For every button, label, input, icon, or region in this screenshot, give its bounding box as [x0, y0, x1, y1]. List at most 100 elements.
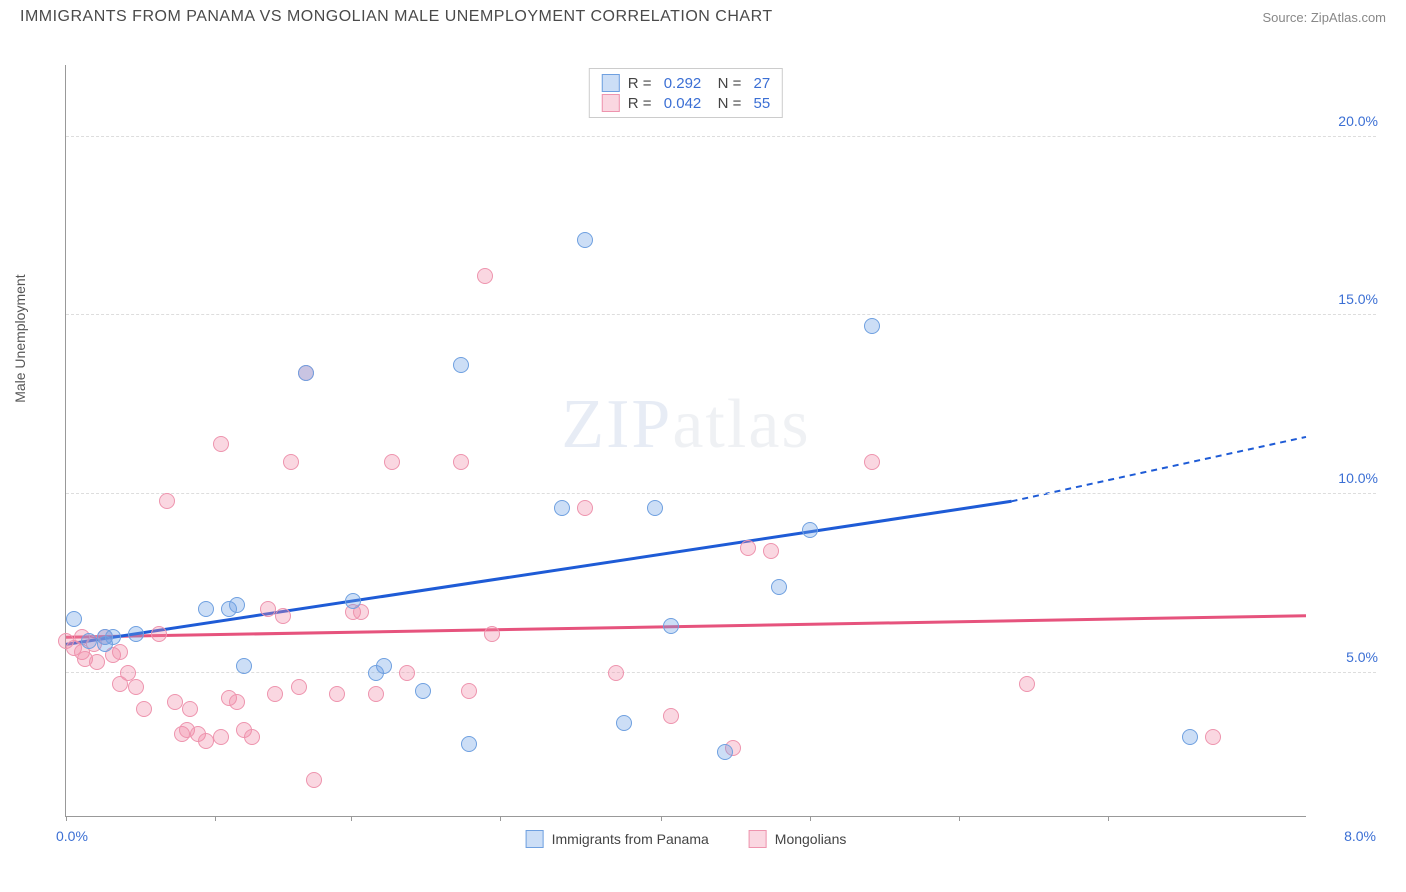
gridline [66, 493, 1376, 494]
plot-area: ZIPatlas R = 0.292 N = 27 R = 0.042 N = … [65, 65, 1306, 817]
legend-row-panama: R = 0.292 N = 27 [602, 73, 770, 93]
scatter-point [128, 626, 144, 642]
ytick-label: 10.0% [1310, 470, 1378, 486]
scatter-point [453, 454, 469, 470]
scatter-point [198, 733, 214, 749]
scatter-point [376, 658, 392, 674]
scatter-point [763, 543, 779, 559]
scatter-point [717, 744, 733, 760]
gridline [66, 672, 1376, 673]
gridline [66, 136, 1376, 137]
xtick-label-max: 8.0% [1344, 828, 1376, 844]
n-value-mongolians: 55 [754, 95, 771, 112]
scatter-point [167, 694, 183, 710]
y-axis-label: Male Unemployment [12, 274, 28, 402]
series-name-mongolians: Mongolians [775, 831, 847, 847]
chart-title: IMMIGRANTS FROM PANAMA VS MONGOLIAN MALE… [20, 8, 773, 26]
scatter-point [864, 318, 880, 334]
scatter-point [213, 729, 229, 745]
scatter-point [663, 708, 679, 724]
scatter-point [771, 579, 787, 595]
xtick-mark [959, 816, 960, 821]
scatter-point [198, 601, 214, 617]
scatter-point [236, 658, 252, 674]
scatter-point [229, 597, 245, 613]
scatter-point [81, 633, 97, 649]
scatter-point [89, 654, 105, 670]
xtick-mark [215, 816, 216, 821]
r-value-panama: 0.292 [664, 75, 702, 92]
ytick-label: 15.0% [1310, 291, 1378, 307]
legend-item-panama: Immigrants from Panama [526, 830, 709, 848]
scatter-point [136, 701, 152, 717]
n-label: N = [709, 95, 745, 112]
watermark: ZIPatlas [561, 385, 810, 465]
scatter-point [384, 454, 400, 470]
scatter-point [461, 736, 477, 752]
scatter-point [213, 436, 229, 452]
scatter-point [182, 701, 198, 717]
gridline [66, 314, 1376, 315]
legend-item-mongolians: Mongolians [749, 830, 847, 848]
r-label: R = [628, 75, 656, 92]
legend-series: Immigrants from Panama Mongolians [526, 830, 847, 848]
scatter-point [159, 493, 175, 509]
scatter-point [484, 626, 500, 642]
scatter-point [399, 665, 415, 681]
scatter-point [616, 715, 632, 731]
scatter-point [368, 686, 384, 702]
legend-stats: R = 0.292 N = 27 R = 0.042 N = 55 [589, 68, 783, 118]
scatter-point [112, 644, 128, 660]
scatter-point [415, 683, 431, 699]
xtick-mark [66, 816, 67, 821]
legend-row-mongolians: R = 0.042 N = 55 [602, 93, 770, 113]
xtick-mark [1108, 816, 1109, 821]
scatter-point [128, 679, 144, 695]
trend-lines [66, 65, 1306, 816]
scatter-point [577, 500, 593, 516]
scatter-point [66, 611, 82, 627]
scatter-point [1182, 729, 1198, 745]
scatter-point [663, 618, 679, 634]
scatter-point [802, 522, 818, 538]
scatter-point [647, 500, 663, 516]
xtick-mark [661, 816, 662, 821]
scatter-point [291, 679, 307, 695]
xtick-mark [810, 816, 811, 821]
scatter-point [283, 454, 299, 470]
scatter-point [608, 665, 624, 681]
chart-container: Male Unemployment ZIPatlas R = 0.292 N =… [50, 45, 1386, 872]
r-label: R = [628, 95, 656, 112]
scatter-point [740, 540, 756, 556]
legend-swatch-mongolians [602, 94, 620, 112]
r-value-mongolians: 0.042 [664, 95, 702, 112]
scatter-point [151, 626, 167, 642]
scatter-point [267, 686, 283, 702]
n-value-panama: 27 [754, 75, 771, 92]
xtick-mark [500, 816, 501, 821]
legend-swatch-panama [602, 74, 620, 92]
scatter-point [298, 365, 314, 381]
xtick-mark [351, 816, 352, 821]
scatter-point [554, 500, 570, 516]
scatter-point [112, 676, 128, 692]
scatter-point [345, 593, 361, 609]
scatter-point [1205, 729, 1221, 745]
scatter-point [329, 686, 345, 702]
scatter-point [244, 729, 260, 745]
ytick-label: 5.0% [1310, 649, 1378, 665]
series-name-panama: Immigrants from Panama [552, 831, 709, 847]
legend-swatch-mongolians [749, 830, 767, 848]
scatter-point [306, 772, 322, 788]
scatter-point [477, 268, 493, 284]
scatter-point [97, 636, 113, 652]
scatter-point [461, 683, 477, 699]
scatter-point [864, 454, 880, 470]
source-label: Source: ZipAtlas.com [1262, 10, 1386, 25]
n-label: N = [709, 75, 745, 92]
scatter-point [260, 601, 276, 617]
xtick-label-min: 0.0% [56, 828, 88, 844]
ytick-label: 20.0% [1310, 113, 1378, 129]
scatter-point [229, 694, 245, 710]
legend-swatch-panama [526, 830, 544, 848]
